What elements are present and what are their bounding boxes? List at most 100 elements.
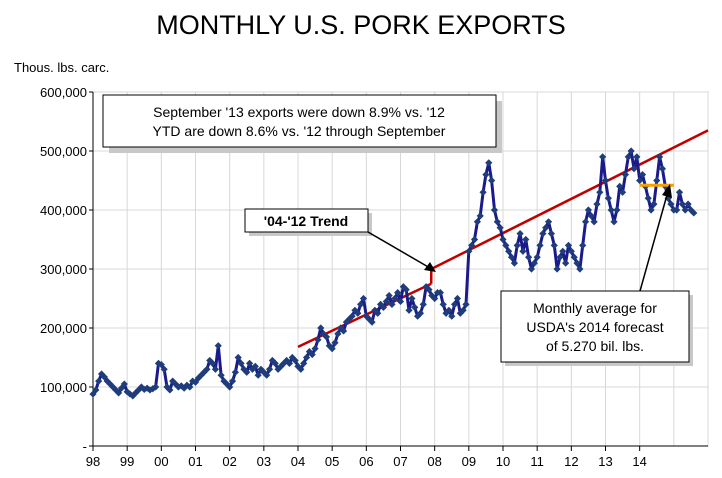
series-point bbox=[450, 300, 459, 308]
series-point bbox=[525, 253, 533, 261]
series-point bbox=[146, 386, 154, 394]
axes: - 100,000 200,000 300,000 400,000 500,000 600,… bbox=[40, 85, 708, 469]
series-point bbox=[394, 289, 402, 297]
series-point bbox=[220, 377, 228, 385]
series-point bbox=[231, 368, 239, 376]
series-point bbox=[171, 380, 180, 388]
series-point bbox=[610, 218, 618, 226]
series-point bbox=[322, 333, 331, 341]
series-point bbox=[573, 259, 581, 267]
series-point bbox=[502, 241, 510, 249]
x-tick-label: 07 bbox=[393, 454, 407, 469]
series-point bbox=[453, 294, 462, 303]
series-point bbox=[388, 300, 396, 308]
series-point bbox=[658, 165, 667, 173]
series-point bbox=[208, 359, 217, 367]
forecast-arrow-head bbox=[662, 184, 672, 198]
series-layer bbox=[89, 147, 698, 400]
series-point bbox=[510, 259, 518, 267]
series-point bbox=[562, 259, 570, 267]
series-point bbox=[607, 206, 615, 214]
x-tick-label: 10 bbox=[496, 454, 510, 469]
series-point bbox=[439, 300, 447, 308]
x-tick-label: 05 bbox=[325, 454, 339, 469]
series-point bbox=[675, 188, 684, 196]
trend-label-box bbox=[244, 208, 369, 233]
series-point bbox=[590, 218, 598, 226]
series-point bbox=[567, 247, 575, 255]
x-tick-label: 98 bbox=[86, 454, 100, 469]
series-point bbox=[465, 247, 473, 255]
series-point bbox=[100, 373, 108, 381]
series-point bbox=[186, 383, 194, 391]
series-point bbox=[448, 312, 456, 320]
series-point bbox=[291, 356, 299, 365]
series-point bbox=[479, 188, 487, 196]
series-point bbox=[132, 389, 140, 397]
series-point bbox=[123, 388, 131, 396]
series-point bbox=[667, 200, 675, 208]
series-point bbox=[584, 206, 593, 214]
series-point bbox=[115, 389, 123, 397]
series-point bbox=[223, 380, 231, 388]
series-point bbox=[604, 194, 612, 202]
x-tick-label: 13 bbox=[598, 454, 612, 469]
series-point bbox=[89, 390, 97, 398]
series-point bbox=[245, 359, 254, 367]
series-point bbox=[405, 306, 413, 314]
series-point bbox=[157, 360, 165, 369]
series-point bbox=[354, 309, 362, 317]
summary-line-1: September '13 exports were down 8.9% vs.… bbox=[153, 104, 445, 120]
series-point bbox=[476, 212, 484, 220]
series-point bbox=[616, 182, 624, 190]
series-point bbox=[530, 259, 538, 267]
series-point bbox=[684, 200, 692, 208]
y-tick-label: 400,000 bbox=[40, 203, 87, 218]
forecast-line-3: of 5.270 bil. lbs. bbox=[546, 338, 644, 354]
summary-line-2: YTD are down 8.6% vs. '12 through Septem… bbox=[153, 123, 446, 139]
series-point bbox=[300, 359, 308, 367]
series-point bbox=[553, 265, 561, 273]
series-point bbox=[527, 265, 536, 273]
series-point bbox=[251, 362, 259, 370]
series-point bbox=[559, 247, 567, 255]
x-tick-label: 03 bbox=[257, 454, 271, 469]
series-point bbox=[385, 291, 393, 300]
series-point bbox=[339, 327, 348, 335]
series-point bbox=[240, 365, 248, 373]
series-point bbox=[490, 206, 499, 214]
series-point bbox=[564, 241, 573, 249]
series-point bbox=[621, 171, 630, 179]
series-point bbox=[214, 342, 222, 350]
summary-box bbox=[102, 94, 497, 148]
series-point bbox=[485, 159, 493, 167]
series-point bbox=[505, 247, 513, 255]
x-tick-label: 11 bbox=[530, 454, 544, 469]
series-point bbox=[681, 206, 689, 214]
series-point bbox=[539, 230, 547, 238]
trend-callout: '04-'12 Trend bbox=[244, 208, 436, 272]
series-point bbox=[285, 359, 294, 367]
series-point bbox=[570, 253, 578, 261]
series-point bbox=[496, 224, 504, 232]
series-point bbox=[254, 371, 262, 379]
series-point bbox=[599, 153, 607, 161]
series-point bbox=[302, 353, 311, 362]
series-point bbox=[357, 300, 365, 308]
series-point bbox=[226, 383, 234, 391]
series-point bbox=[413, 312, 422, 320]
series-point bbox=[263, 371, 271, 379]
series-point bbox=[459, 306, 467, 314]
series-point bbox=[544, 218, 553, 226]
series-point bbox=[368, 318, 376, 326]
series-point bbox=[650, 200, 658, 208]
y-tick-label: - bbox=[83, 439, 87, 454]
y-tick-label: 500,000 bbox=[40, 144, 87, 159]
series-point bbox=[365, 315, 373, 323]
series-point bbox=[211, 365, 220, 373]
series-point bbox=[203, 365, 211, 373]
x-tick-label: 06 bbox=[359, 454, 373, 469]
series-point bbox=[630, 165, 638, 173]
series-point bbox=[277, 362, 285, 370]
